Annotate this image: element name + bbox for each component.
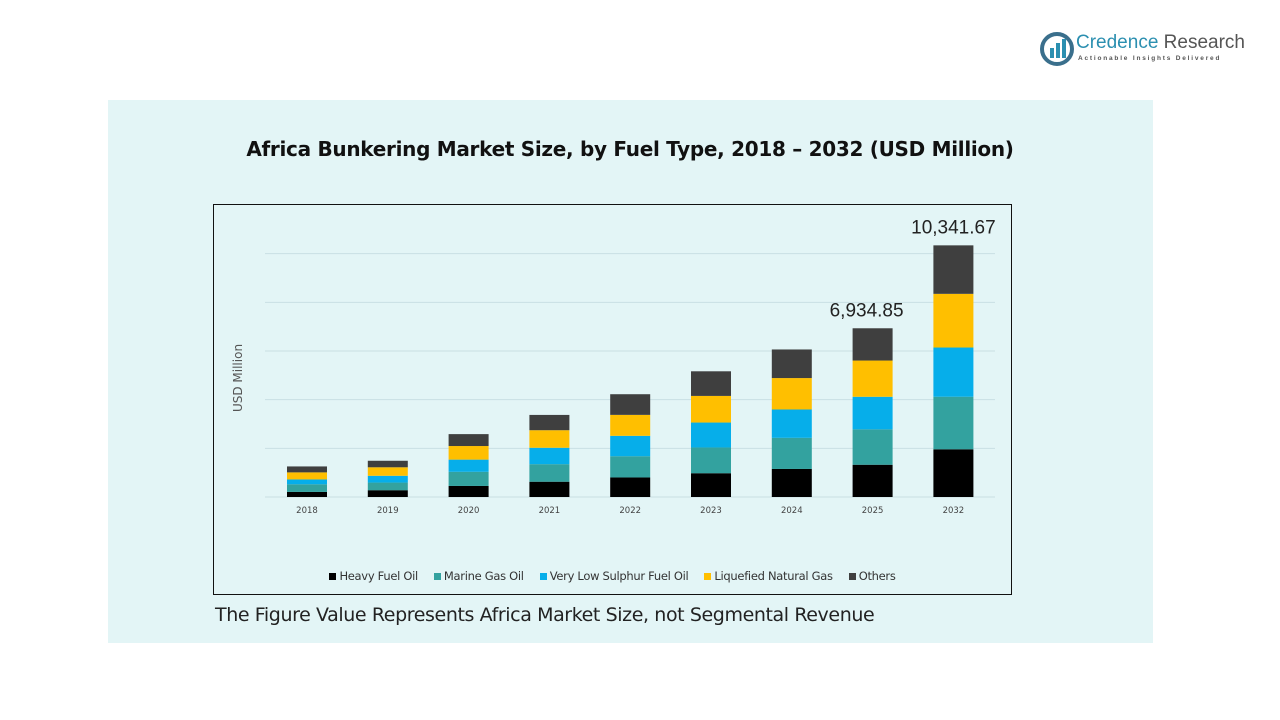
bar-segment-2023-0	[691, 473, 731, 497]
legend-swatch	[848, 573, 856, 580]
bar-segment-2021-0	[529, 481, 570, 497]
bar-segment-2018-4	[287, 466, 327, 473]
legend-label: Very Low Sulphur Fuel Oil	[549, 569, 689, 583]
bar-segment-2024-1	[771, 437, 812, 469]
bar-segment-2019-0	[367, 490, 408, 497]
bar-segment-2020-2	[448, 459, 489, 472]
bar-segment-2022-1	[610, 456, 651, 478]
bar-segment-2025-2	[852, 396, 893, 430]
bar-segment-2024-4	[771, 349, 812, 379]
bar-segment-2024-0	[771, 468, 812, 497]
logo-name-1: Credence	[1076, 32, 1159, 53]
chart-panel	[108, 100, 1153, 643]
bar-segment-2024-2	[771, 409, 812, 438]
bar-segment-2023-2	[691, 422, 731, 448]
x-tick-label: 2022	[619, 506, 641, 516]
logo-tagline: Actionable Insights Delivered	[1078, 55, 1222, 62]
x-tick-label: 2024	[781, 506, 803, 516]
bar-segment-2022-0	[610, 477, 651, 497]
bar-segment-2020-4	[448, 434, 489, 447]
bar-segment-2023-1	[691, 447, 731, 474]
x-tick-label: 2019	[377, 506, 399, 516]
x-tick-label: 2023	[700, 506, 722, 516]
legend-swatch	[539, 573, 547, 580]
chart-frame	[213, 204, 1012, 595]
chart-legend: Heavy Fuel Oil Marine Gas Oil Very Low Sul…	[0, 569, 1225, 583]
x-tick-label: 2032	[943, 506, 965, 516]
bar-segment-2019-1	[367, 482, 408, 491]
data-label: 6,934.85	[830, 300, 904, 321]
bar-segment-2023-3	[691, 395, 731, 423]
bar-segment-2021-3	[529, 430, 570, 448]
bar-segment-2025-0	[852, 464, 893, 497]
legend-label: Heavy Fuel Oil	[339, 569, 418, 583]
x-tick-label: 2018	[296, 506, 318, 516]
logo-name-2: Research	[1163, 32, 1245, 53]
bar-segment-2019-4	[367, 460, 408, 468]
bar-segment-2022-4	[610, 394, 651, 415]
legend-swatch	[433, 573, 441, 580]
legend-label: Marine Gas Oil	[443, 569, 524, 583]
x-tick-label: 2021	[539, 506, 561, 516]
bar-segment-2018-2	[287, 479, 327, 485]
legend-item: Very Low Sulphur Fuel Oil	[539, 569, 689, 583]
bar-segment-2032-4	[933, 245, 974, 294]
legend-item: Marine Gas Oil	[433, 569, 524, 583]
y-axis-label: USD Million	[231, 344, 245, 412]
logo-icon	[1040, 32, 1074, 66]
legend-label: Others	[858, 569, 896, 583]
bar-segment-2025-4	[852, 328, 893, 361]
bar-segment-2020-0	[448, 485, 489, 497]
footnote: The Figure Value Represents Africa Marke…	[215, 604, 875, 626]
bar-segment-2023-4	[691, 371, 731, 396]
x-tick-label: 2020	[458, 506, 480, 516]
bar-segment-2018-3	[287, 472, 327, 480]
bar-segment-2022-3	[610, 414, 651, 436]
bar-segment-2024-3	[771, 378, 812, 410]
bar-segment-2022-2	[610, 435, 651, 457]
bar-segment-2020-1	[448, 471, 489, 486]
legend-item: Heavy Fuel Oil	[329, 569, 418, 583]
bar-segment-2018-0	[287, 491, 327, 497]
logo-name: Credence Research	[1076, 32, 1245, 54]
bar-segment-2021-4	[529, 414, 570, 431]
bar-segment-2032-3	[933, 293, 974, 348]
chart-title: Africa Bunkering Market Size, by Fuel Ty…	[246, 137, 1014, 161]
legend-item: Liquefied Natural Gas	[704, 569, 833, 583]
bar-segment-2018-1	[287, 484, 327, 492]
bar-segment-2021-1	[529, 464, 570, 482]
legend-item: Others	[848, 569, 896, 583]
legend-swatch	[704, 573, 712, 580]
bar-segment-2032-0	[933, 449, 974, 497]
bar-segment-2021-2	[529, 447, 570, 465]
legend-swatch	[329, 573, 337, 580]
bar-segment-2025-1	[852, 429, 893, 465]
x-tick-label: 2025	[862, 506, 884, 516]
bar-segment-2025-3	[852, 360, 893, 397]
bar-segment-2020-3	[448, 446, 489, 460]
bar-segment-2032-1	[933, 396, 974, 450]
bar-segment-2032-2	[933, 347, 974, 397]
legend-label: Liquefied Natural Gas	[714, 569, 833, 583]
data-label: 10,341.67	[911, 217, 996, 238]
bar-segment-2019-2	[367, 475, 408, 483]
bar-segment-2019-3	[367, 467, 408, 476]
